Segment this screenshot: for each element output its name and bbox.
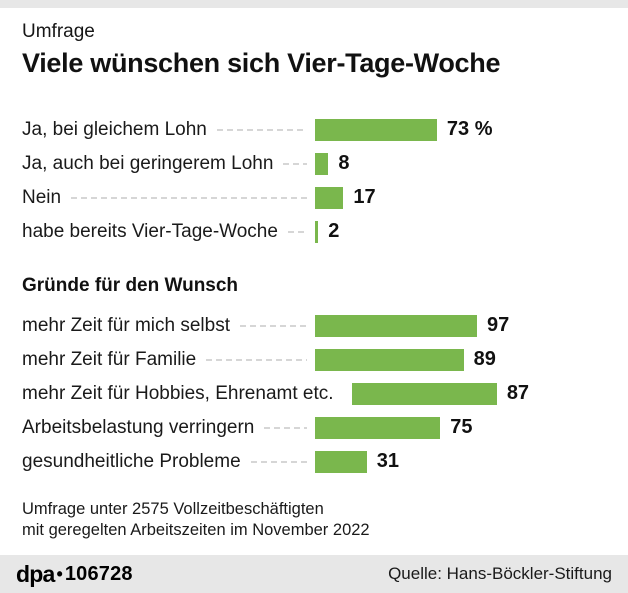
value-label: 89	[473, 348, 496, 371]
value-label: 31	[376, 450, 400, 473]
leader-line	[283, 162, 307, 165]
leader-line	[250, 460, 307, 463]
page-title: Viele wünschen sich Vier-Tage-Woche	[22, 47, 501, 78]
bar-row: Ja, auch bei geringerem Lohn 8	[22, 147, 612, 181]
bar-row: Arbeitsbelastung verringern 75	[22, 411, 612, 445]
leader-line	[206, 358, 307, 361]
bar-row: Ja, bei gleichem Lohn 73 %	[22, 113, 612, 147]
bar-row: mehr Zeit für Hobbies, Ehrenamt etc. 87	[22, 377, 612, 411]
bar-zone: 2	[315, 220, 612, 243]
bar-zone: 73 %	[315, 118, 612, 141]
category-label: habe bereits Vier-Tage-Woche	[22, 220, 278, 242]
bar-row: gesundheitliche Probleme 31	[22, 445, 612, 479]
category-label: mehr Zeit für mich selbst	[22, 314, 230, 336]
leader-line	[216, 128, 307, 131]
footnote-line-1: Umfrage unter 2575 Vollzeitbeschäftigten	[22, 499, 324, 518]
value-label: 73 %	[446, 118, 493, 141]
value-label: 87	[506, 382, 530, 405]
bar-row: mehr Zeit für Familie 89	[22, 343, 612, 377]
bar-zone: 31	[315, 450, 612, 473]
kicker: Umfrage	[22, 21, 95, 42]
footer-bar: dpa • 106728 Quelle: Hans-Böckler-Stiftu…	[0, 555, 628, 593]
footnote: Umfrage unter 2575 Vollzeitbeschäftigten…	[22, 499, 612, 542]
category-label: Ja, auch bei geringerem Lohn	[22, 152, 274, 174]
leader-line	[240, 324, 307, 327]
graphic-id: 106728	[64, 562, 133, 585]
chart-four-day-week-wish: Ja, bei gleichem Lohn 73 % Ja, auch bei ge…	[22, 113, 612, 249]
bar-row: mehr Zeit für mich selbst 97	[22, 309, 612, 343]
bar	[315, 220, 319, 243]
bar-zone: 8	[315, 152, 612, 175]
category-label: Ja, bei gleichem Lohn	[22, 118, 207, 140]
bar	[351, 382, 497, 405]
category-label: gesundheitliche Probleme	[22, 450, 241, 472]
bar	[315, 152, 329, 175]
bar	[315, 314, 477, 337]
bar-zone: 87	[351, 382, 628, 405]
bar	[315, 416, 441, 439]
dpa-brand: dpa • 106728	[16, 561, 133, 588]
bar	[315, 450, 367, 473]
bullet-separator-icon: •	[56, 563, 63, 584]
content-area: Umfrage Viele wünschen sich Vier-Tage-Wo…	[0, 8, 628, 542]
bar-zone: 75	[315, 416, 612, 439]
bar-row: habe bereits Vier-Tage-Woche 2	[22, 215, 612, 249]
leader-line	[71, 196, 307, 199]
bar-zone: 97	[315, 314, 612, 337]
bar	[315, 186, 344, 209]
category-label: mehr Zeit für Hobbies, Ehrenamt etc.	[22, 382, 334, 404]
value-label: 75	[450, 416, 473, 439]
bar	[315, 348, 464, 371]
section-heading-reasons: Gründe für den Wunsch	[22, 274, 239, 296]
value-label: 17	[353, 186, 376, 209]
bar-zone: 89	[315, 348, 612, 371]
bar	[315, 118, 437, 141]
value-label: 8	[338, 152, 350, 175]
chart-reasons: mehr Zeit für mich selbst 97 mehr Zeit für…	[22, 309, 612, 479]
top-strip	[0, 0, 628, 8]
dpa-logo: dpa	[16, 560, 55, 587]
category-label: mehr Zeit für Familie	[22, 348, 197, 370]
leader-line	[287, 230, 307, 233]
value-label: 97	[487, 314, 510, 337]
source-credit: Quelle: Hans-Böckler-Stiftung	[388, 564, 612, 583]
category-label: Nein	[22, 186, 62, 208]
category-label: Arbeitsbelastung verringern	[22, 416, 255, 438]
bar-zone: 17	[315, 186, 612, 209]
footnote-line-2: mit geregelten Arbeitszeiten im November…	[22, 521, 370, 540]
value-label: 2	[328, 220, 340, 243]
leader-line	[264, 426, 307, 429]
bar-row: Nein 17	[22, 181, 612, 215]
